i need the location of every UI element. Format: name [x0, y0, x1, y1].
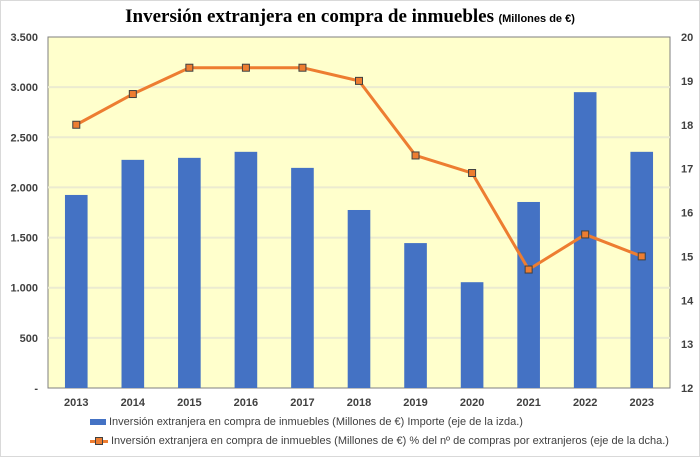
bar [347, 209, 371, 388]
legend-line-swatch [90, 436, 108, 446]
y-left-tick-label: 500 [20, 333, 38, 345]
y-left-tick-label: - [34, 383, 38, 395]
bar [460, 282, 484, 388]
y-left-tick-label: 2.000 [10, 182, 38, 194]
x-tick-label: 2015 [177, 397, 201, 409]
x-tick-label: 2014 [121, 397, 146, 409]
legend-item-bars: Inversión extranjera en compra de inmueb… [90, 416, 523, 428]
line-marker [411, 151, 420, 160]
bar [234, 151, 258, 388]
legend-line-label: Inversión extranjera en compra de inmueb… [111, 435, 669, 447]
chart-title: Inversión extranjera en compra de inmueb… [0, 6, 700, 28]
line-marker [185, 63, 194, 72]
x-tick-label: 2019 [403, 397, 427, 409]
y-right-tick-label: 19 [681, 76, 693, 88]
line-marker [581, 230, 590, 239]
x-axis-ticks: 2013 2014 2015 2016 2017 2018 2019 2020 2021 2022… [64, 397, 654, 409]
line-marker [637, 252, 646, 261]
y-right-tick-label: 16 [681, 208, 693, 220]
bar [291, 167, 314, 388]
x-tick-label: 2013 [64, 397, 88, 409]
bar-series [64, 92, 654, 389]
legend-bar-swatch [90, 419, 106, 425]
x-tick-label: 2017 [290, 397, 314, 409]
y-left-tick-label: 1.000 [10, 283, 38, 295]
bar [121, 159, 145, 388]
y-right-tick-label: 17 [681, 164, 693, 176]
x-tick-label: 2022 [573, 397, 597, 409]
left-axis-ticks: - 500 1.000 1.500 2.000 2.500 3.000 3.500 [10, 32, 38, 395]
bar [573, 92, 597, 389]
y-right-tick-label: 14 [681, 295, 694, 307]
y-right-tick-label: 18 [681, 120, 693, 132]
line-marker [298, 63, 307, 72]
y-left-tick-label: 3.500 [10, 32, 38, 44]
y-right-tick-label: 20 [681, 32, 693, 44]
x-tick-label: 2020 [460, 397, 484, 409]
y-right-tick-label: 15 [681, 251, 693, 263]
y-left-tick-label: 2.500 [10, 132, 38, 144]
bar [404, 243, 427, 388]
line-marker [468, 169, 477, 178]
chart-title-main: Inversión extranjera en compra de inmueb… [125, 6, 495, 27]
legend-item-line: Inversión extranjera en compra de inmueb… [90, 435, 669, 447]
line-marker [355, 76, 363, 85]
line-marker [241, 63, 250, 72]
bar [517, 201, 540, 388]
right-axis-ticks: 12 13 14 15 16 17 18 19 20 [681, 32, 694, 395]
y-right-tick-label: 13 [681, 339, 693, 351]
y-right-tick-label: 12 [681, 383, 693, 395]
y-left-tick-label: 1.500 [10, 233, 38, 245]
x-tick-label: 2021 [516, 397, 540, 409]
line-marker [72, 120, 81, 129]
x-tick-label: 2018 [347, 397, 371, 409]
chart-title-subtitle: (Millones de €) [498, 13, 575, 25]
line-marker [128, 90, 137, 99]
line-marker [524, 265, 533, 274]
x-tick-label: 2016 [234, 397, 258, 409]
legend-bar-label: Inversión extranjera en compra de inmueb… [109, 416, 523, 428]
bar [64, 194, 88, 388]
y-left-tick-label: 3.000 [10, 82, 38, 94]
line-series [72, 63, 646, 274]
bar [630, 151, 654, 388]
bar [178, 157, 201, 388]
x-tick-label: 2023 [629, 397, 653, 409]
